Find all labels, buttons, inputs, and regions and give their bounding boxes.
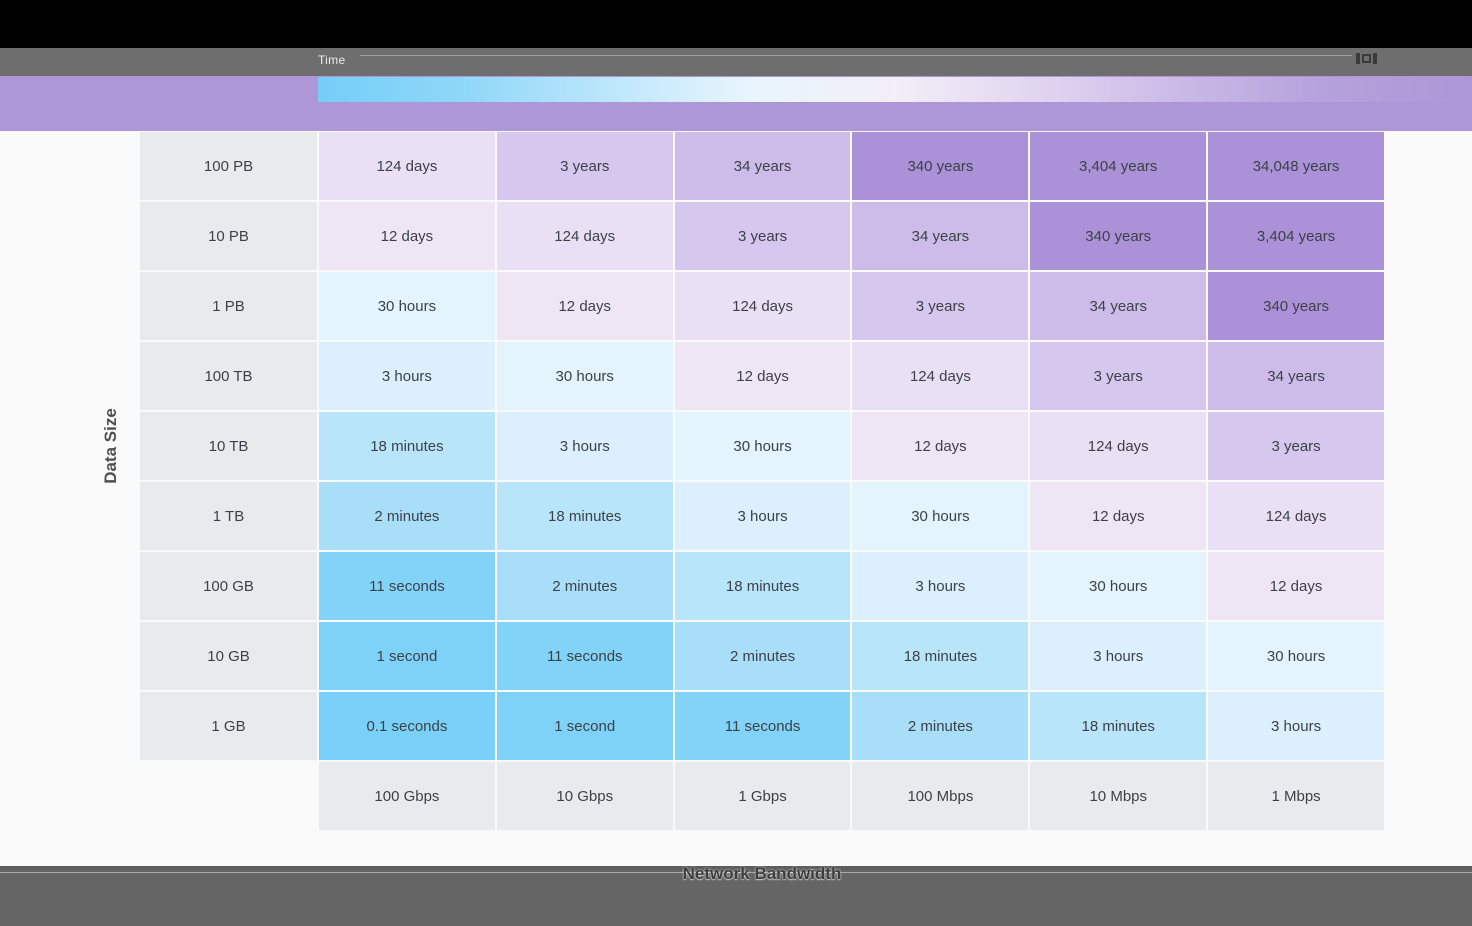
row-label-cell: 100 GB [140,552,317,620]
heatmap-cell: 124 days [1030,412,1207,480]
heatmap-cell: 3 hours [1030,622,1207,690]
heatmap-cell: 124 days [319,132,495,200]
corner-cell [140,762,317,830]
footer-divider-line [0,872,1472,873]
heatmap-cell: 11 seconds [496,622,673,690]
row-label-cell: 1 GB [140,692,317,760]
heatmap-cell: 30 hours [852,482,1029,550]
row-label-cell: 100 TB [140,342,317,410]
heatmap-cell: 3 years [1030,342,1207,410]
legend-title: Time [318,53,346,67]
heatmap-cell: 340 years [1208,272,1384,340]
heatmap-cell: 30 hours [319,272,495,340]
heatmap-cell: 12 days [1030,482,1207,550]
heatmap-cell: 124 days [496,202,673,270]
heatmap-cell: 34 years [852,202,1029,270]
y-axis-label: Data Size [101,408,120,484]
footer-top-strip [0,866,1472,870]
toolbar-divider-line [360,55,1352,56]
footer-bar: Network Bandwidth [0,864,1472,926]
heatmap-cell: 30 hours [496,342,673,410]
heatmap-cell: 3 years [852,272,1029,340]
heatmap-cell: 2 minutes [674,622,851,690]
heatmap-cell: 3 hours [1208,692,1384,760]
heatmap-cell: 30 hours [674,412,851,480]
x-axis-label: Network Bandwidth [682,864,842,883]
heatmap-cell: 124 days [674,272,851,340]
top-black-bar [0,0,1472,48]
legend-band [0,76,1472,131]
heatmap-cell: 11 seconds [319,552,495,620]
x-axis-label-wrap: Network Bandwidth [140,864,1384,884]
column-label-cell: 1 Gbps [674,762,851,830]
heatmap-cell: 34 years [1030,272,1207,340]
row-label-cell: 10 TB [140,412,317,480]
column-label-cell: 10 Mbps [1030,762,1207,830]
heatmap-cell: 3 years [1208,412,1384,480]
heatmap-cell: 3,404 years [1208,202,1384,270]
heatmap-cell: 18 minutes [496,482,673,550]
heatmap-cell: 12 days [1208,552,1384,620]
heatmap-cell: 18 minutes [1030,692,1207,760]
heatmap-cell: 3 years [496,132,673,200]
toolbar: Time [0,48,1472,76]
heatmap-cell: 30 hours [1030,552,1207,620]
row-label-cell: 10 PB [140,202,317,270]
heatmap-cell: 12 days [852,412,1029,480]
heatmap-cell: 18 minutes [319,412,495,480]
heatmap-cell: 1 second [496,692,673,760]
heatmap-cell: 3 hours [852,552,1029,620]
column-label-cell: 10 Gbps [496,762,673,830]
heatmap-cell: 3,404 years [1030,132,1207,200]
heatmap-cell: 2 minutes [496,552,673,620]
heatmap-cell: 0.1 seconds [319,692,495,760]
heatmap-cell: 124 days [852,342,1029,410]
heatmap-cell: 34,048 years [1208,132,1384,200]
row-label-cell: 1 PB [140,272,317,340]
time-color-scale-legend [318,77,1472,102]
heatmap-cell: 1 second [319,622,495,690]
heatmap-cell: 11 seconds [674,692,851,760]
heatmap-cell: 2 minutes [852,692,1029,760]
heatmap-cell: 3 years [674,202,851,270]
toolbar-controls-icon[interactable] [1356,51,1382,65]
row-label-cell: 1 TB [140,482,317,550]
heatmap-cell: 340 years [852,132,1029,200]
heatmap-cell: 34 years [674,132,851,200]
heatmap-cell: 12 days [496,272,673,340]
heatmap-cell: 3 hours [496,412,673,480]
heatmap-cell: 3 hours [674,482,851,550]
heatmap-cell: 12 days [319,202,495,270]
heatmap-cell: 124 days [1208,482,1384,550]
heatmap-cell: 12 days [674,342,851,410]
heatmap-cell: 18 minutes [852,622,1029,690]
heatmap-cell: 3 hours [319,342,495,410]
column-label-cell: 100 Gbps [319,762,495,830]
row-label-cell: 10 GB [140,622,317,690]
column-label-cell: 100 Mbps [852,762,1029,830]
column-label-cell: 1 Mbps [1208,762,1384,830]
transfer-time-table: 100 PB 124 days 3 years 34 years 340 years 3,… [140,132,1384,830]
heatmap-cell: 30 hours [1208,622,1384,690]
row-label-cell: 100 PB [140,132,317,200]
heatmap-cell: 340 years [1030,202,1207,270]
heatmap-cell: 34 years [1208,342,1384,410]
heatmap-cell: 18 minutes [674,552,851,620]
heatmap-cell: 2 minutes [319,482,495,550]
